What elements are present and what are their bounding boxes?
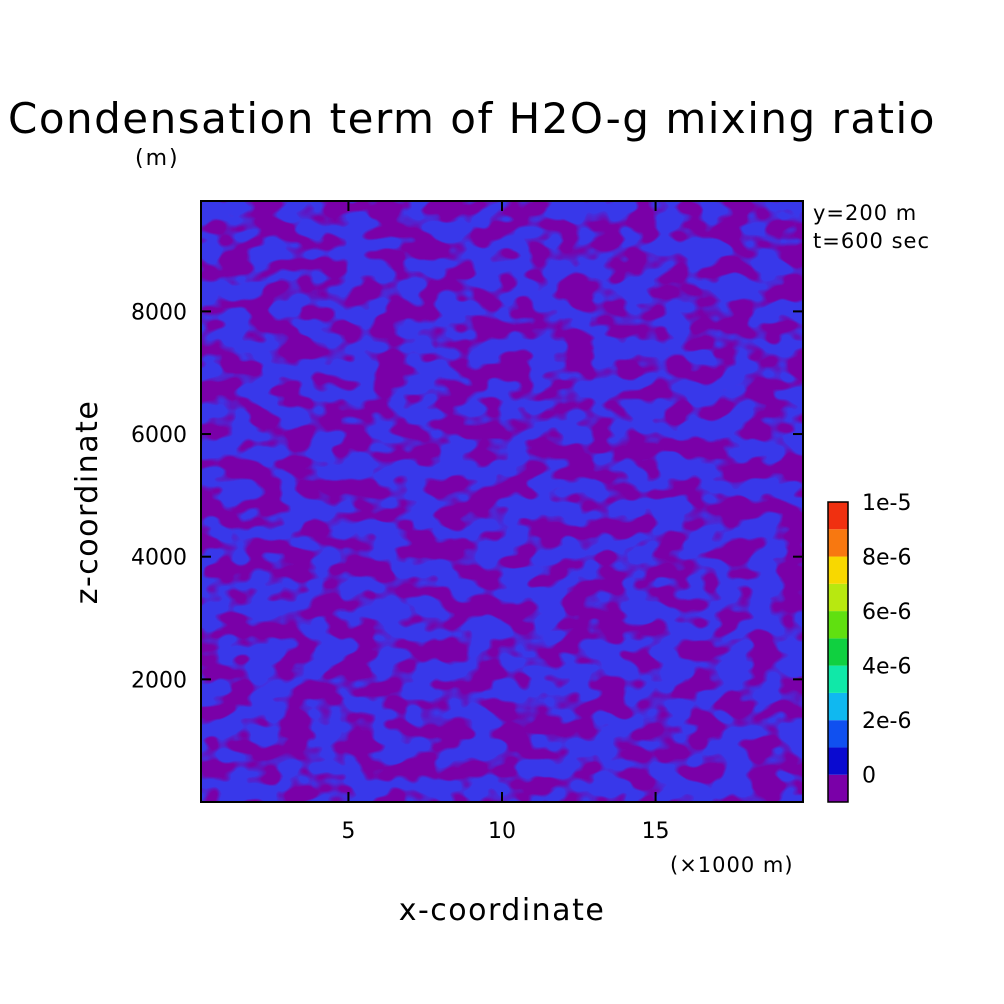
y-axis-label: z-coordinate [70, 400, 105, 605]
annotation-t: t=600 sec [813, 229, 930, 253]
plot-area [200, 200, 804, 803]
field-contours [201, 201, 803, 802]
colorbar-label: 4e-6 [862, 655, 911, 680]
x-tick-label: 15 [642, 819, 670, 844]
colorbar-swatch [828, 774, 848, 802]
x-tick-label: 10 [488, 819, 516, 844]
colorbar-swatch [828, 665, 848, 693]
colorbar-swatch [828, 747, 848, 775]
colorbar-label: 1e-5 [862, 491, 911, 516]
chart-title: Condensation term of H2O-g mixing ratio [8, 94, 936, 143]
x-tick-label: 5 [341, 819, 355, 844]
annotation-y: y=200 m [813, 201, 917, 225]
axis-tick-labels: 5 10 15 2000 4000 6000 8000 [131, 300, 670, 844]
colorbar-swatch [828, 638, 848, 666]
colorbar-label: 8e-6 [862, 546, 911, 571]
colorbar-label: 0 [862, 764, 876, 789]
colorbar-swatch [828, 556, 848, 584]
colorbar-swatch [828, 692, 848, 721]
colorbar-swatch [828, 529, 848, 557]
colorbar [827, 501, 849, 803]
y-tick-label: 8000 [131, 300, 187, 325]
colorbar-labels: 1e-5 8e-6 6e-6 4e-6 2e-6 0 [862, 491, 911, 789]
colorbar-swatch [828, 583, 848, 612]
y-tick-label: 2000 [131, 668, 187, 693]
colorbar-frame [827, 501, 849, 803]
axis-ticks [201, 201, 803, 802]
y-tick-label: 6000 [131, 423, 187, 448]
units-label: (m) [135, 146, 180, 171]
colorbar-swatch [828, 720, 848, 748]
y-tick-label: 4000 [131, 546, 187, 571]
colorbar-label: 2e-6 [862, 709, 911, 734]
x-axis-label: x-coordinate [399, 893, 606, 928]
colorbar-swatch [828, 611, 848, 639]
colorbar-swatch [828, 502, 848, 530]
x-unit-label: (×1000 m) [670, 853, 794, 877]
colorbar-label: 6e-6 [862, 600, 911, 625]
